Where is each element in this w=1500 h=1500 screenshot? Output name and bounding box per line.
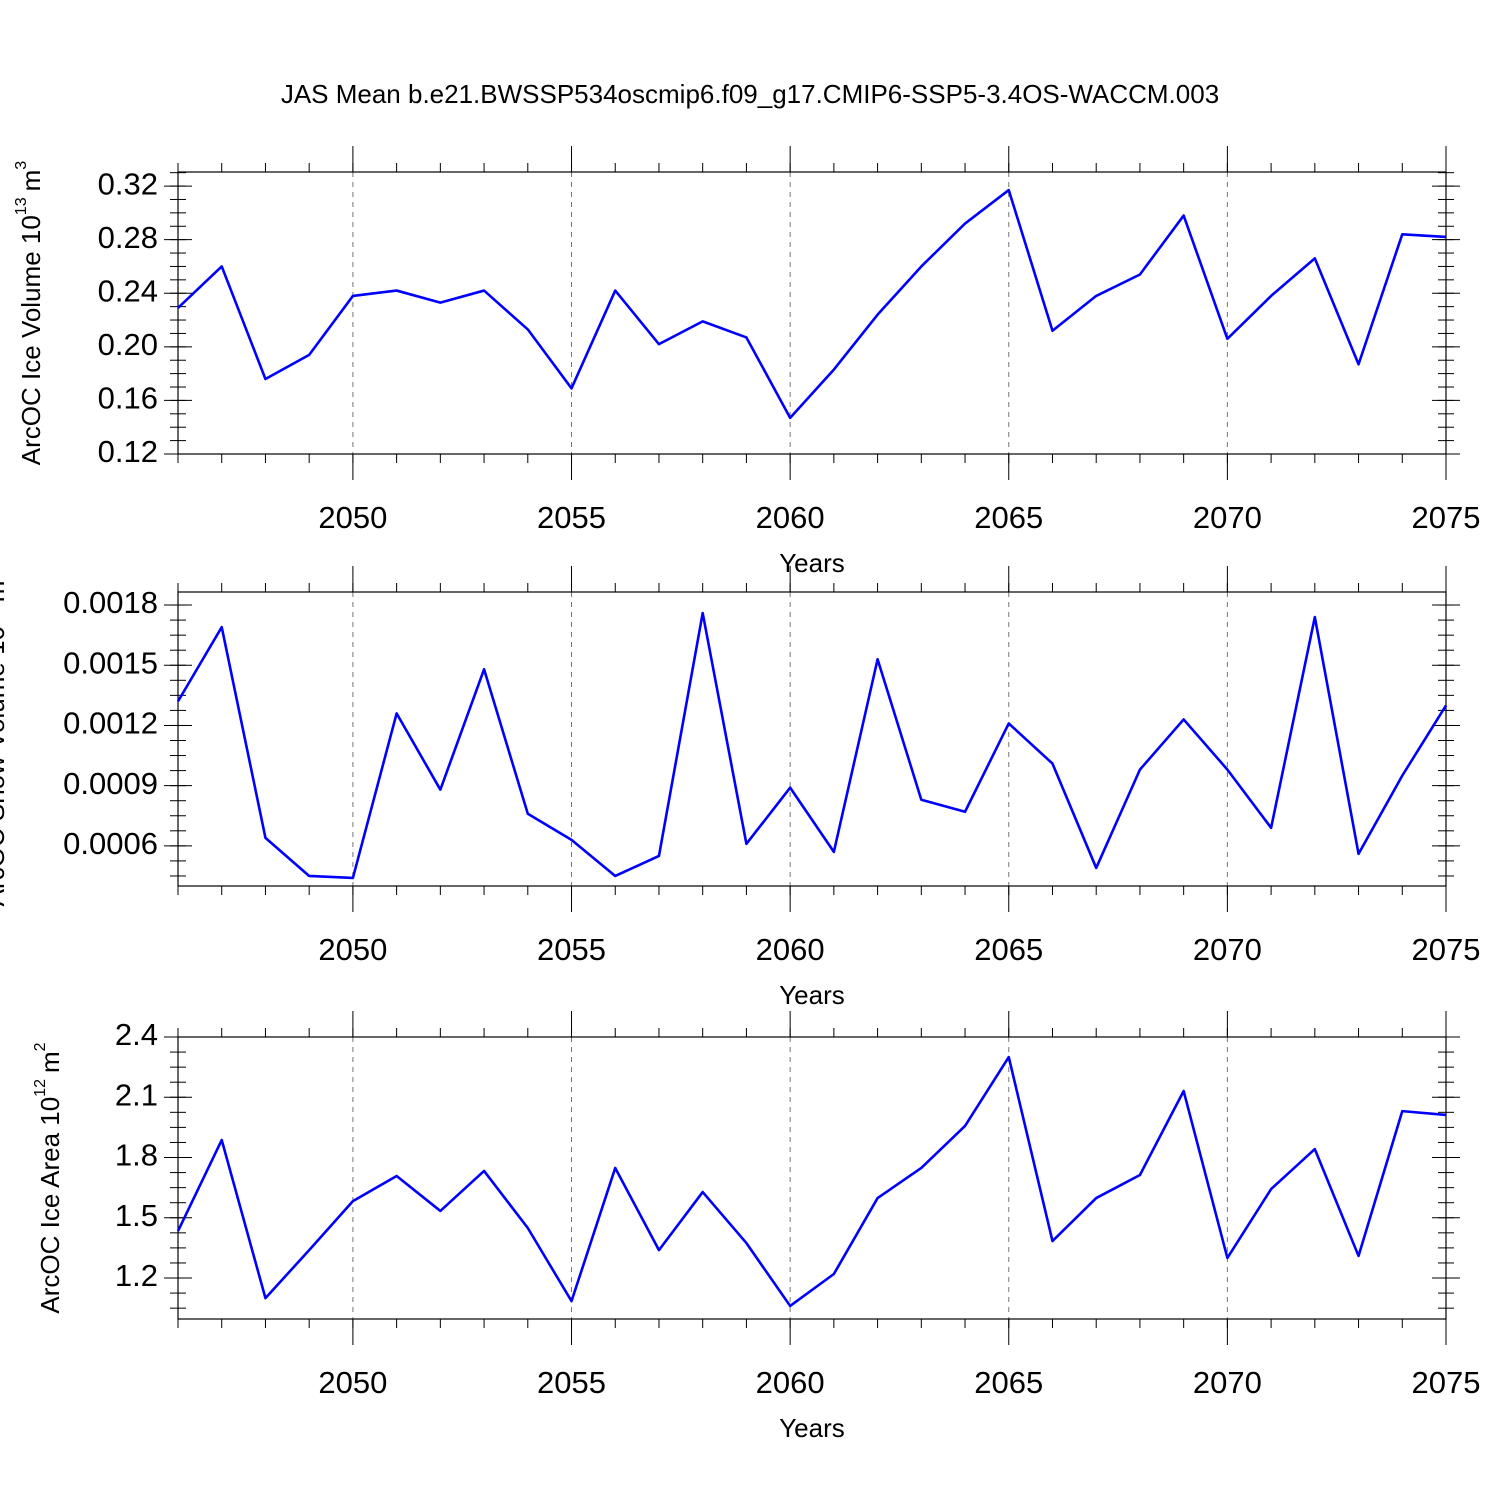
plot-frame bbox=[177, 591, 1447, 887]
x-tick-label: 2060 bbox=[756, 500, 825, 535]
y-tick-label: 0.28 bbox=[98, 220, 158, 255]
x-tick-label: 2050 bbox=[318, 932, 387, 967]
x-tick-label: 2065 bbox=[974, 500, 1043, 535]
y-tick-label: 0.0009 bbox=[63, 766, 158, 801]
y-axis-label: ArcOC Ice Area 1012 m2 bbox=[32, 1042, 65, 1313]
x-tick-label: 2050 bbox=[318, 500, 387, 535]
y-label-text: ArcOC Ice Area 10 bbox=[35, 1097, 65, 1314]
panel: 2050 2055 2060 2065 2070 2075 0.0006 0.0009 0.00… bbox=[0, 566, 1480, 1010]
plot-frame bbox=[177, 1036, 1447, 1320]
x-tick-label: 2070 bbox=[1193, 932, 1262, 967]
y-label-unit-exponent: 2 bbox=[32, 1042, 49, 1051]
y-axis-label: ArcOC Snow Volume 1013m3 bbox=[0, 572, 10, 907]
x-tick-label: 2075 bbox=[1412, 1365, 1481, 1400]
y-tick-label: 1.5 bbox=[115, 1198, 158, 1233]
x-tick-label: 2075 bbox=[1412, 932, 1481, 967]
x-axis-label: Years bbox=[779, 548, 845, 578]
y-tick-label: 0.16 bbox=[98, 381, 158, 416]
x-axis-label: Years bbox=[779, 980, 845, 1010]
x-tick-label: 2055 bbox=[537, 1365, 606, 1400]
data-line bbox=[177, 188, 1447, 420]
panel: 2050 2055 2060 2065 2070 2075 1.2 1.5 1.8 2.1 2.4 Y… bbox=[32, 1011, 1480, 1443]
y-tick-label: 0.12 bbox=[98, 434, 158, 469]
y-axis-label: ArcOC Ice Volume 1013 m3 bbox=[13, 161, 46, 465]
y-label-unit: m bbox=[35, 1051, 65, 1073]
y-label-text: ArcOC Snow Volume 10 bbox=[0, 626, 10, 906]
y-label-exponent: 12 bbox=[32, 1079, 49, 1097]
y-tick-label: 0.0015 bbox=[63, 645, 158, 680]
y-label-unit-exponent: 3 bbox=[13, 161, 30, 170]
y-tick-label: 1.2 bbox=[115, 1258, 158, 1293]
x-tick-label: 2070 bbox=[1193, 500, 1262, 535]
y-label-exponent: 13 bbox=[13, 197, 30, 215]
data-line bbox=[176, 1055, 1447, 1308]
y-tick-label: 0.32 bbox=[98, 166, 158, 201]
x-tick-label: 2065 bbox=[974, 932, 1043, 967]
data-line bbox=[176, 611, 1448, 880]
y-label-unit: m bbox=[16, 170, 46, 192]
y-tick-label: 1.8 bbox=[115, 1138, 158, 1173]
plot-frame bbox=[177, 171, 1447, 455]
y-label-text: ArcOC Ice Volume 10 bbox=[16, 215, 46, 465]
panel: 2050 2055 2060 2065 2070 2075 0.12 0.16 0.20 0.24… bbox=[13, 146, 1480, 578]
y-tick-label: 0.24 bbox=[98, 273, 158, 308]
y-tick-label: 0.0012 bbox=[63, 706, 158, 741]
x-axis-label: Years bbox=[779, 1413, 845, 1443]
x-tick-label: 2075 bbox=[1412, 500, 1481, 535]
y-tick-label: 2.1 bbox=[115, 1077, 158, 1112]
y-tick-label: 2.4 bbox=[115, 1017, 158, 1052]
x-tick-label: 2065 bbox=[974, 1365, 1043, 1400]
y-tick-label: 0.0006 bbox=[63, 826, 158, 861]
y-tick-label: 0.0018 bbox=[63, 585, 158, 620]
chart-title: JAS Mean b.e21.BWSSP534oscmip6.f09_g17.C… bbox=[281, 79, 1219, 109]
x-tick-label: 2060 bbox=[756, 932, 825, 967]
y-label-unit: m bbox=[0, 581, 10, 603]
x-tick-label: 2055 bbox=[537, 932, 606, 967]
y-tick-label: 0.20 bbox=[98, 327, 158, 362]
x-tick-label: 2070 bbox=[1193, 1365, 1262, 1400]
x-tick-label: 2060 bbox=[756, 1365, 825, 1400]
x-tick-label: 2055 bbox=[537, 500, 606, 535]
x-tick-label: 2050 bbox=[318, 1365, 387, 1400]
